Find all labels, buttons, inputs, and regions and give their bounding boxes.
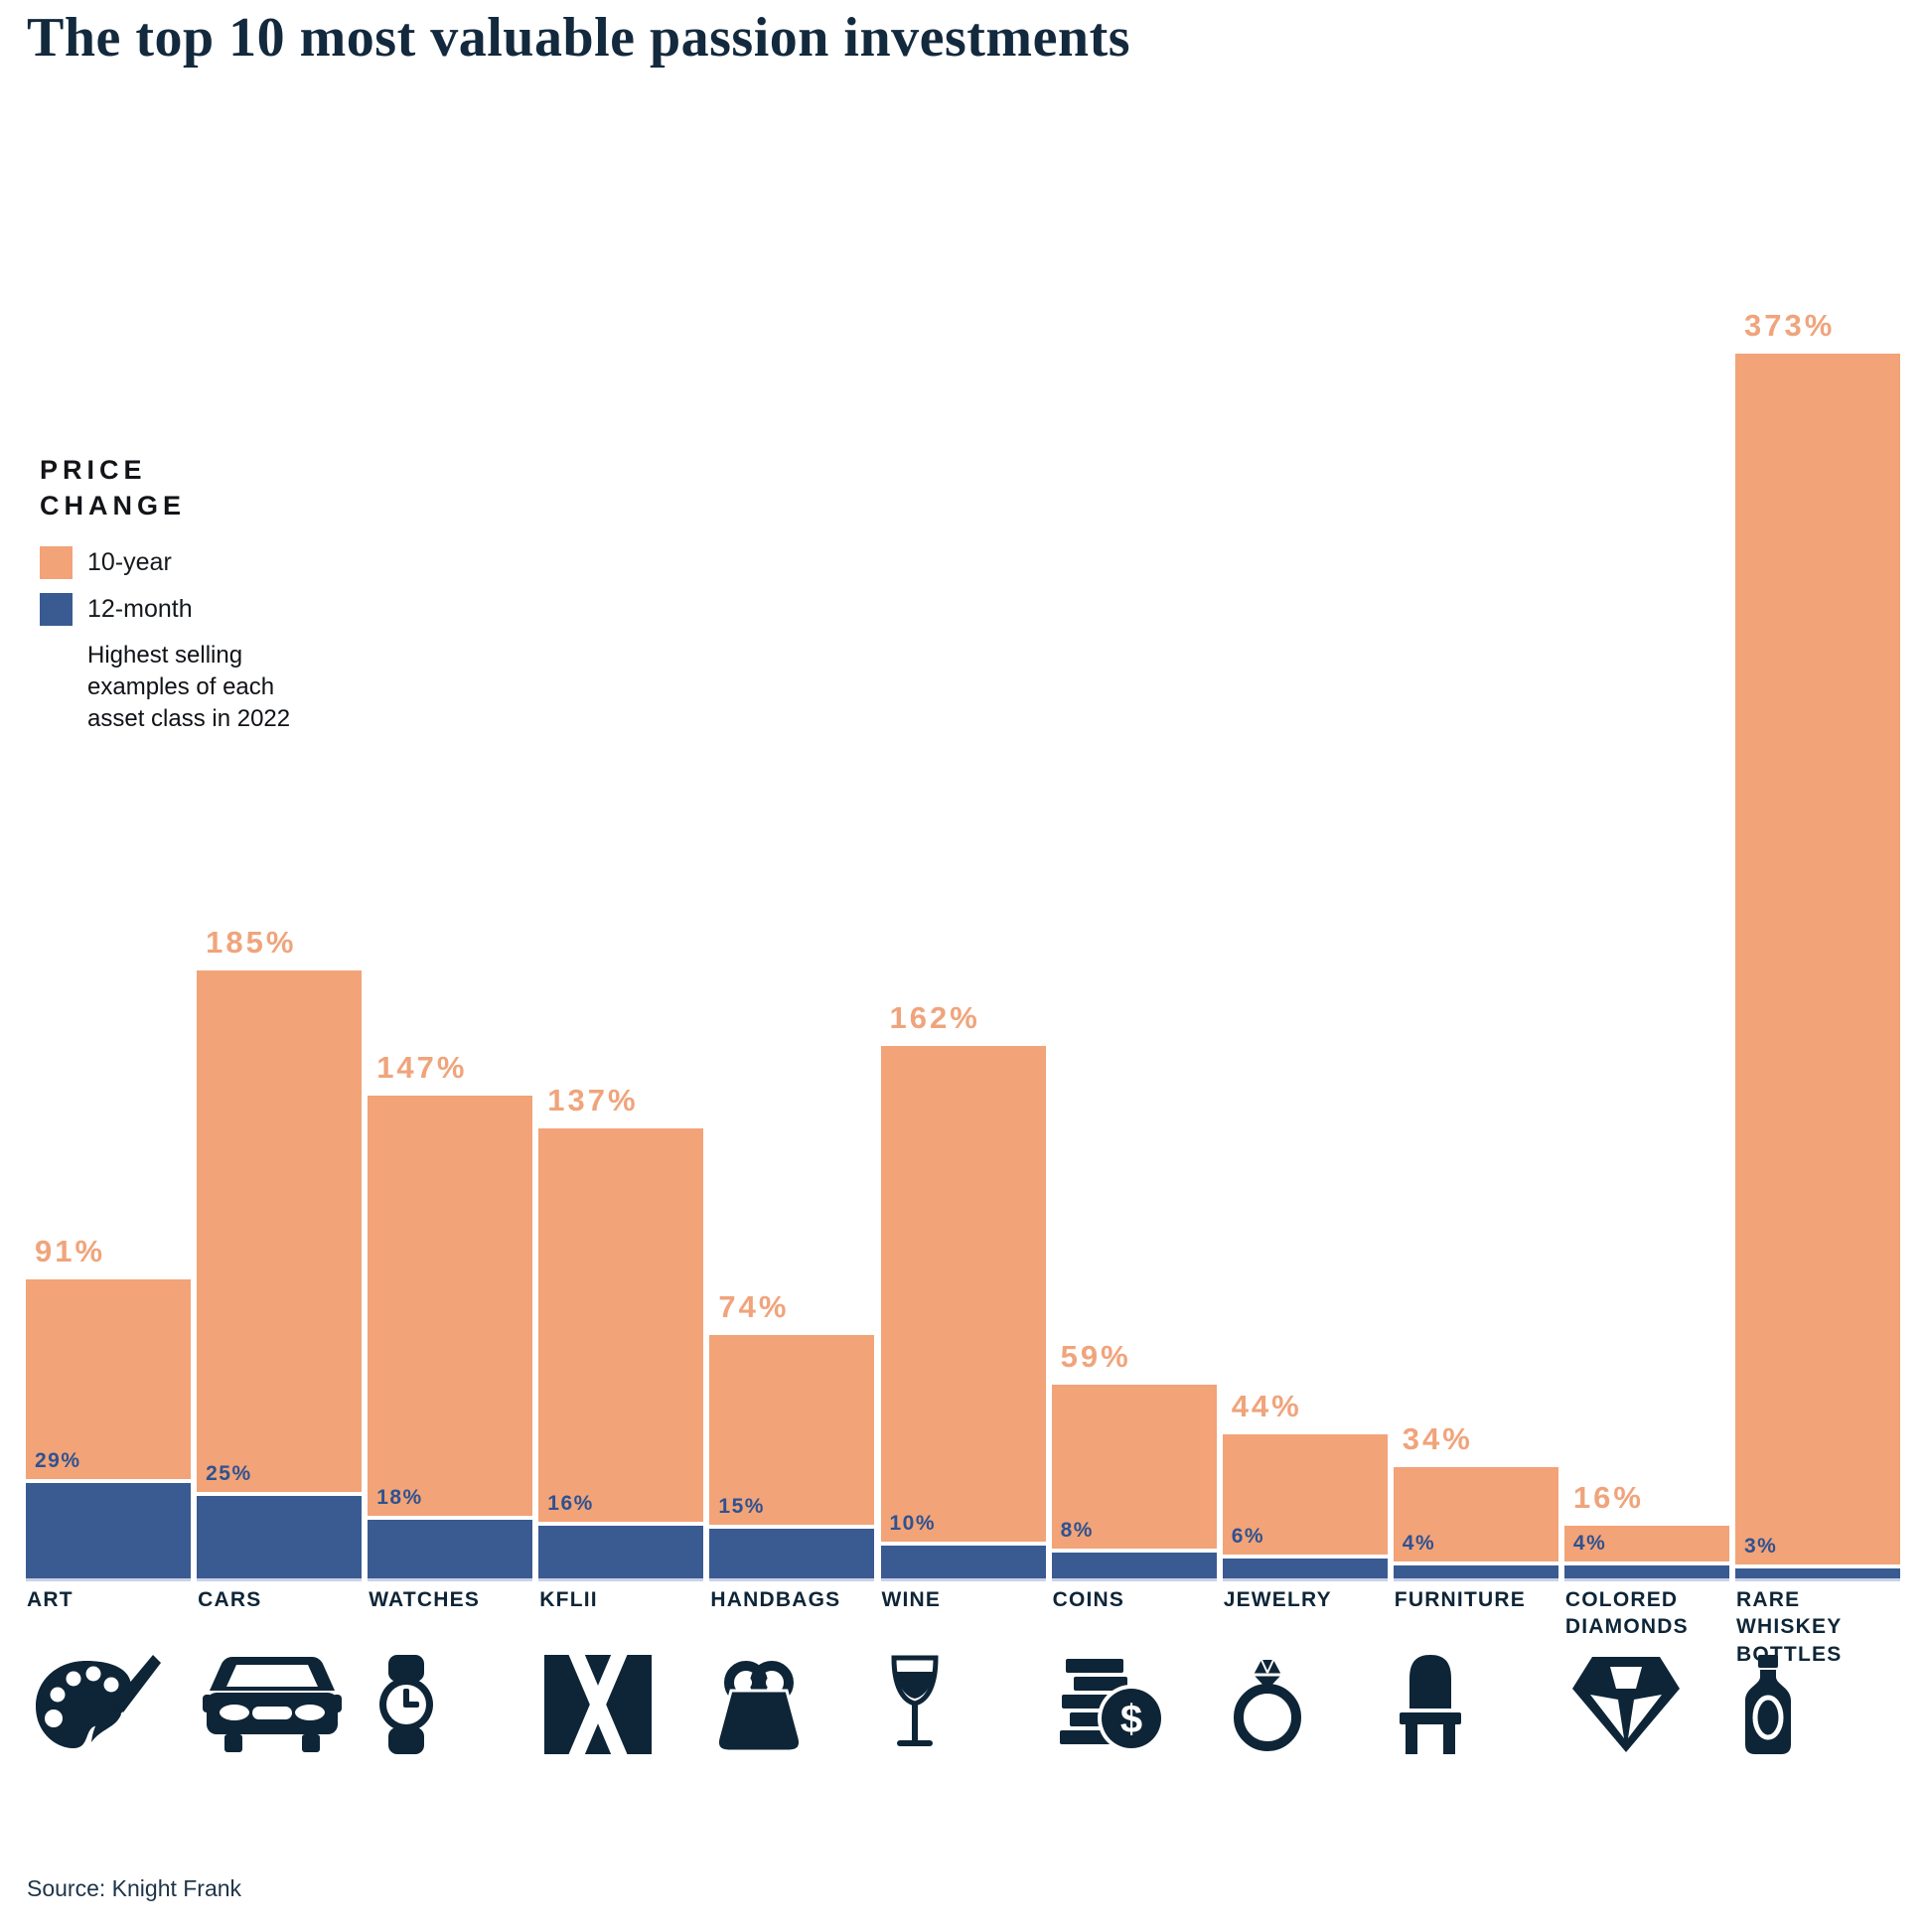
bar-column-watches: 147% 18% WATCHES bbox=[368, 0, 533, 1932]
value-label-12-month-colored-diamonds: 4% bbox=[1572, 1531, 1607, 1555]
bar-12-month-rare-whiskey-bottles bbox=[1735, 1564, 1900, 1581]
ring-icon bbox=[1229, 1655, 1306, 1759]
value-label-10-year-colored-diamonds: 16% bbox=[1572, 1480, 1644, 1516]
category-label-cars: CARS bbox=[198, 1588, 262, 1611]
legend-note: Highest selling examples of each asset c… bbox=[87, 641, 291, 732]
category-label-kflii: KFLII bbox=[539, 1588, 598, 1611]
bar-column-art: 91% 29% ART bbox=[26, 0, 191, 1932]
bar-12-month-furniture bbox=[1393, 1560, 1558, 1581]
bar-10-year-wine bbox=[880, 1046, 1046, 1578]
category-label-jewelry: JEWELRY bbox=[1223, 1588, 1332, 1611]
bar-10-year-jewelry bbox=[1222, 1433, 1388, 1578]
ten-year-swatch bbox=[40, 545, 73, 579]
bar-10-year-cars bbox=[197, 970, 363, 1578]
bar-column-coins: 59% 8% COINS $ bbox=[1051, 0, 1217, 1932]
bar-10-year-rare-whiskey-bottles bbox=[1735, 353, 1900, 1578]
category-label-watches: WATCHES bbox=[369, 1588, 481, 1611]
bar-12-month-cars bbox=[197, 1492, 363, 1581]
diamond-icon bbox=[1570, 1655, 1682, 1759]
value-label-12-month-kflii: 16% bbox=[547, 1492, 594, 1516]
chart-title: The top 10 most valuable passion investm… bbox=[27, 7, 1131, 69]
bar-10-year-coins bbox=[1051, 1384, 1217, 1578]
bar-10-year-watches bbox=[368, 1096, 533, 1578]
category-label-colored-diamonds: COLORED DIAMONDS bbox=[1564, 1588, 1689, 1639]
bar-12-month-kflii bbox=[538, 1522, 704, 1581]
value-label-10-year-art: 91% bbox=[35, 1234, 106, 1269]
bar-column-furniture: 34% 4% FURNITURE bbox=[1393, 0, 1558, 1932]
kf-logo-icon bbox=[544, 1648, 653, 1761]
wine-glass-icon bbox=[887, 1655, 943, 1759]
bar-column-jewelry: 44% 6% JEWELRY bbox=[1222, 0, 1388, 1932]
value-label-10-year-jewelry: 44% bbox=[1231, 1388, 1302, 1423]
chair-icon bbox=[1399, 1655, 1461, 1759]
value-label-12-month-coins: 8% bbox=[1060, 1518, 1094, 1542]
coins-icon: $ bbox=[1058, 1655, 1165, 1759]
legend-item-12-month: 12-month bbox=[40, 592, 338, 626]
bar-column-handbags: 74% 15% HANDBAGS bbox=[709, 0, 875, 1932]
value-label-12-month-handbags: 15% bbox=[718, 1495, 765, 1519]
bar-column-colored-diamonds: 16% 4% COLORED DIAMONDS bbox=[1563, 0, 1729, 1932]
value-label-10-year-handbags: 74% bbox=[718, 1289, 790, 1325]
value-label-12-month-rare-whiskey-bottles: 3% bbox=[1744, 1535, 1778, 1559]
handbag-icon bbox=[715, 1655, 803, 1759]
watch-icon bbox=[373, 1655, 439, 1759]
source-credit: Source: Knight Frank bbox=[27, 1875, 242, 1901]
legend-item-10-year: 10-year bbox=[40, 545, 338, 579]
ten-year-label: 10-year bbox=[87, 547, 172, 576]
bar-12-month-wine bbox=[880, 1541, 1046, 1581]
value-label-10-year-cars: 185% bbox=[206, 925, 297, 961]
bar-column-cars: 185% 25% CARS bbox=[197, 0, 363, 1932]
svg-text:$: $ bbox=[1119, 1698, 1141, 1741]
value-label-10-year-furniture: 34% bbox=[1402, 1420, 1473, 1456]
bar-column-wine: 162% 10% WINE bbox=[880, 0, 1046, 1932]
value-label-10-year-coins: 59% bbox=[1060, 1338, 1131, 1374]
value-label-12-month-cars: 25% bbox=[206, 1462, 252, 1486]
bar-column-kflii: 137% 16% KFLII bbox=[538, 0, 704, 1932]
palette-icon bbox=[32, 1655, 163, 1759]
twelve-month-label: 12-month bbox=[87, 594, 193, 623]
value-label-12-month-art: 29% bbox=[35, 1449, 81, 1473]
value-label-10-year-kflii: 137% bbox=[547, 1083, 639, 1118]
bar-12-month-coins bbox=[1051, 1548, 1217, 1581]
category-label-wine: WINE bbox=[881, 1588, 942, 1611]
bar-12-month-colored-diamonds bbox=[1563, 1560, 1729, 1581]
bar-10-year-kflii bbox=[538, 1128, 704, 1578]
value-label-12-month-wine: 10% bbox=[889, 1511, 937, 1535]
value-label-10-year-rare-whiskey-bottles: 373% bbox=[1744, 307, 1836, 343]
value-label-10-year-watches: 147% bbox=[376, 1050, 468, 1086]
bar-10-year-furniture bbox=[1393, 1466, 1558, 1578]
bar-column-rare-whiskey-bottles: 373% 3% RARE WHISKEY BOTTLES bbox=[1735, 0, 1900, 1932]
twelve-month-swatch bbox=[40, 592, 73, 626]
bar-12-month-jewelry bbox=[1222, 1555, 1388, 1581]
bar-12-month-watches bbox=[368, 1515, 533, 1581]
legend-title: PRICE CHANGE bbox=[40, 455, 187, 521]
value-label-12-month-jewelry: 6% bbox=[1231, 1525, 1265, 1549]
bar-12-month-art bbox=[26, 1479, 191, 1581]
category-label-furniture: FURNITURE bbox=[1394, 1588, 1526, 1611]
bar-12-month-handbags bbox=[709, 1525, 875, 1581]
value-label-10-year-wine: 162% bbox=[889, 1000, 980, 1036]
value-label-12-month-furniture: 4% bbox=[1402, 1531, 1436, 1555]
value-label-12-month-watches: 18% bbox=[376, 1485, 423, 1509]
whiskey-bottle-icon bbox=[1741, 1655, 1795, 1759]
category-label-handbags: HANDBAGS bbox=[710, 1588, 841, 1611]
category-label-art: ART bbox=[27, 1588, 74, 1611]
legend: PRICE CHANGE 10-year 12-month Highest se… bbox=[40, 452, 338, 735]
category-label-coins: COINS bbox=[1052, 1588, 1125, 1611]
car-icon bbox=[203, 1655, 343, 1759]
